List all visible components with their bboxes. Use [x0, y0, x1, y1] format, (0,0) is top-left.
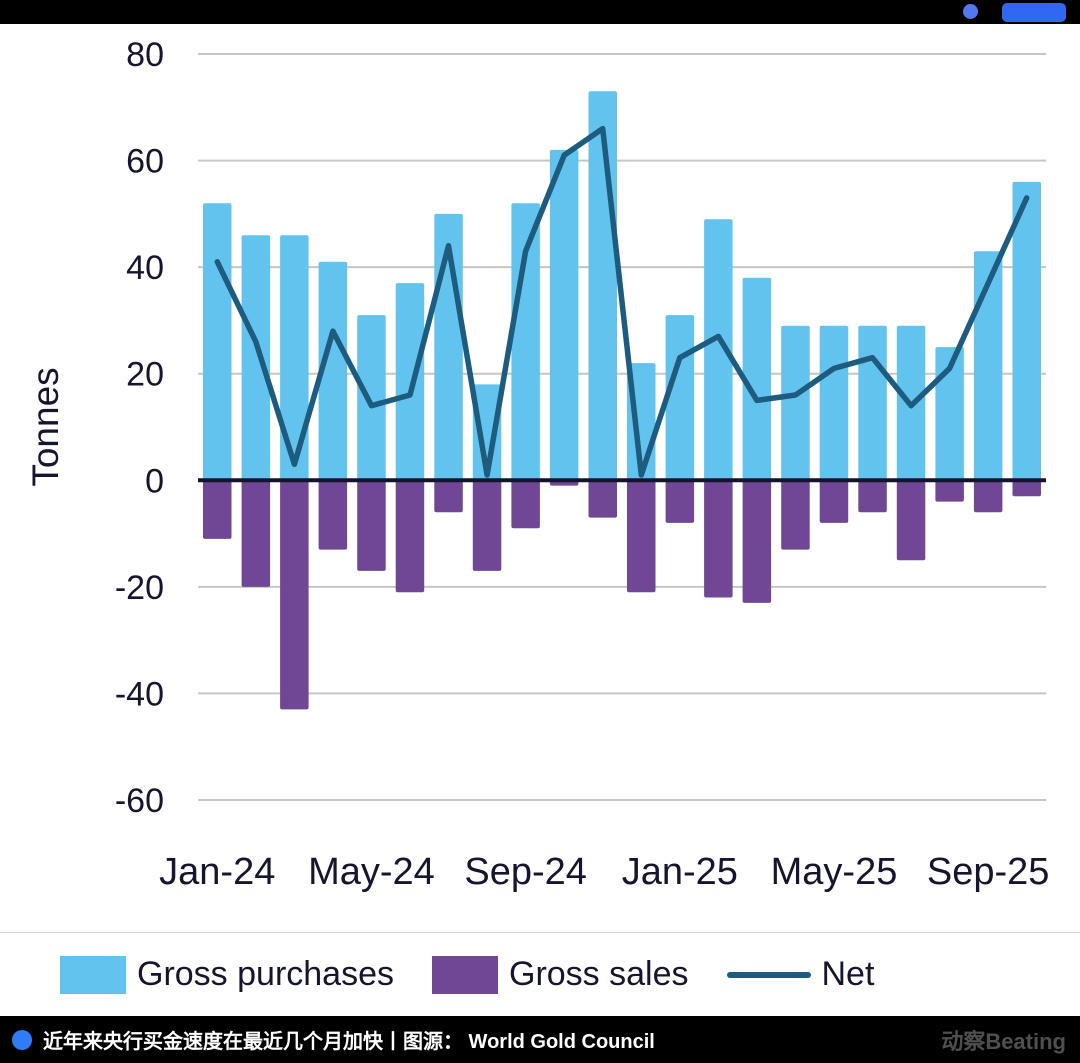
topbar-circle-icon: [963, 4, 978, 19]
y-tick-label: -40: [115, 675, 164, 713]
legend-label-gross-sales: Gross sales: [509, 955, 689, 993]
watermark: 动察Beating: [941, 1028, 1066, 1054]
x-tick-label: Sep-25: [927, 851, 1050, 893]
y-tick-label: 0: [145, 462, 164, 500]
bar-gross-purchases: [665, 315, 695, 481]
x-tick-label: Jan-24: [159, 851, 275, 893]
bar-gross-sales: [241, 480, 271, 587]
x-axis-tick-labels: Jan-24 May-24 Sep-24 Jan-25 May-25 Sep-25: [159, 851, 1049, 893]
bar-gross-sales: [1012, 480, 1041, 497]
bar-gross-purchases: [742, 277, 772, 481]
bar-gross-purchases: [704, 219, 733, 481]
x-tick-label: Jan-25: [622, 851, 738, 893]
y-tick-label: -20: [115, 569, 164, 607]
bar-gross-purchases: [819, 325, 849, 481]
gross-purchases-swatch: [60, 955, 126, 994]
bar-gross-purchases: [280, 235, 309, 481]
central-bank-gold-chart: 80 60 40 20 0 -20 -40 -60 Tonnes Jan-24 May-24 Sep-…: [25, 36, 1049, 893]
y-tick-label: 20: [126, 356, 164, 394]
top-bar: [0, 0, 1080, 24]
bar-gross-sales: [511, 480, 540, 529]
bar-gross-sales: [280, 480, 309, 710]
bar-gross-purchases: [1012, 181, 1041, 481]
bar-gross-sales: [704, 480, 733, 598]
bar-gross-sales: [896, 480, 926, 561]
bar-gross-purchases: [472, 384, 502, 481]
x-tick-label: Sep-24: [464, 851, 587, 893]
y-tick-label: 80: [126, 36, 164, 74]
caption-text: 近年来央行买金速度在最近几个月加快丨图源： World Gold Council: [43, 1031, 655, 1053]
net-line: [214, 125, 1030, 478]
bar-gross-sales: [665, 480, 695, 523]
bar-gross-purchases: [203, 203, 232, 481]
caption-bar: 近年来央行买金速度在最近几个月加快丨图源： World Gold Council…: [0, 1016, 1080, 1063]
gross-sales-swatch: [432, 955, 498, 994]
legend-label-gross-purchases: Gross purchases: [137, 955, 394, 993]
bar-gross-sales: [935, 480, 964, 502]
bar-gross-purchases: [858, 325, 887, 481]
legend-item-gross-purchases: Gross purchases: [60, 955, 394, 994]
caption-dot-icon: [12, 1029, 32, 1050]
bars-gross-sales: [203, 480, 1041, 710]
legend-item-net: Net: [726, 955, 875, 994]
bar-gross-sales: [472, 480, 502, 571]
bar-gross-sales: [742, 480, 772, 603]
bar-gross-purchases: [973, 251, 1003, 481]
legend-label-net: Net: [821, 955, 875, 993]
y-tick-label: -60: [115, 782, 164, 820]
y-tick-label: 40: [126, 249, 164, 287]
bar-gross-sales: [588, 480, 617, 518]
chart-legend: Gross purchases Gross sales Net: [0, 932, 1080, 1016]
bar-gross-sales: [819, 480, 849, 523]
topbar-pill-icon: [1002, 3, 1066, 22]
chart-area: 80 60 40 20 0 -20 -40 -60 Tonnes Jan-24 May-24 Sep-…: [0, 24, 1080, 932]
y-tick-label: 60: [126, 143, 164, 181]
bar-gross-sales: [973, 480, 1003, 513]
bar-gross-purchases: [549, 149, 579, 481]
net-line-swatch: [726, 971, 811, 978]
bar-gross-purchases: [781, 325, 810, 481]
bar-gross-sales: [395, 480, 425, 593]
y-axis-title: Tonnes: [25, 367, 66, 486]
bar-gross-purchases: [241, 235, 271, 481]
bar-gross-purchases: [511, 203, 540, 481]
x-tick-label: May-25: [771, 851, 898, 893]
bar-gross-sales: [858, 480, 887, 513]
legend-item-gross-sales: Gross sales: [432, 955, 689, 994]
bar-gross-purchases: [935, 347, 964, 481]
bar-gross-purchases: [357, 315, 386, 481]
bar-gross-purchases: [318, 261, 348, 481]
bar-gross-sales: [318, 480, 348, 550]
bar-gross-purchases: [395, 283, 425, 481]
x-tick-label: May-24: [308, 851, 435, 893]
bar-gross-sales: [781, 480, 810, 550]
bar-gross-sales: [203, 480, 232, 539]
bar-gross-sales: [357, 480, 386, 571]
y-axis-tick-labels: 80 60 40 20 0 -20 -40 -60: [115, 36, 164, 820]
bar-gross-sales: [434, 480, 463, 513]
bar-gross-sales: [627, 480, 656, 593]
